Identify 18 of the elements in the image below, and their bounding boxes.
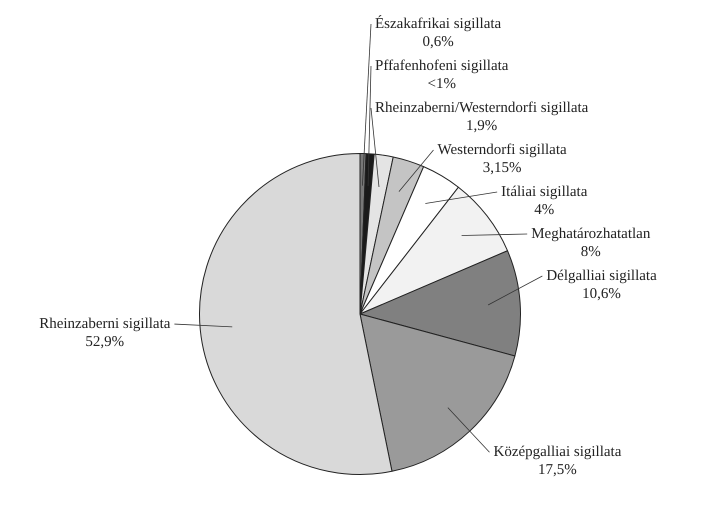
slice-label: Délgalliai sigillata — [546, 268, 658, 284]
data-label: 0,6% — [422, 34, 454, 50]
data-label: 4% — [534, 202, 554, 218]
slice-label: Rheinzaberni/Westerndorfi sigillata — [374, 100, 589, 116]
slice-label: Északafrikai sigillata — [374, 14, 502, 32]
data-label: 8% — [580, 244, 601, 260]
slice-label: Középgalliai sigillata — [493, 444, 622, 460]
slice-label: Pffafenhofeni sigillata — [375, 58, 509, 74]
data-label: 52,9% — [85, 334, 124, 350]
data-label: 10,6% — [582, 286, 621, 302]
data-label: 1,9% — [466, 118, 498, 134]
slice-label: Itáliai sigillata — [501, 184, 588, 200]
slice-label: Rheinzaberni sigillata — [39, 316, 171, 332]
data-label: 3,15% — [482, 160, 522, 176]
slice-label: Meghatározhatatlan — [531, 226, 651, 242]
data-label: <1% — [427, 76, 456, 92]
data-label: 17,5% — [538, 462, 577, 478]
slice-label: Westerndorfi sigillata — [437, 142, 567, 158]
